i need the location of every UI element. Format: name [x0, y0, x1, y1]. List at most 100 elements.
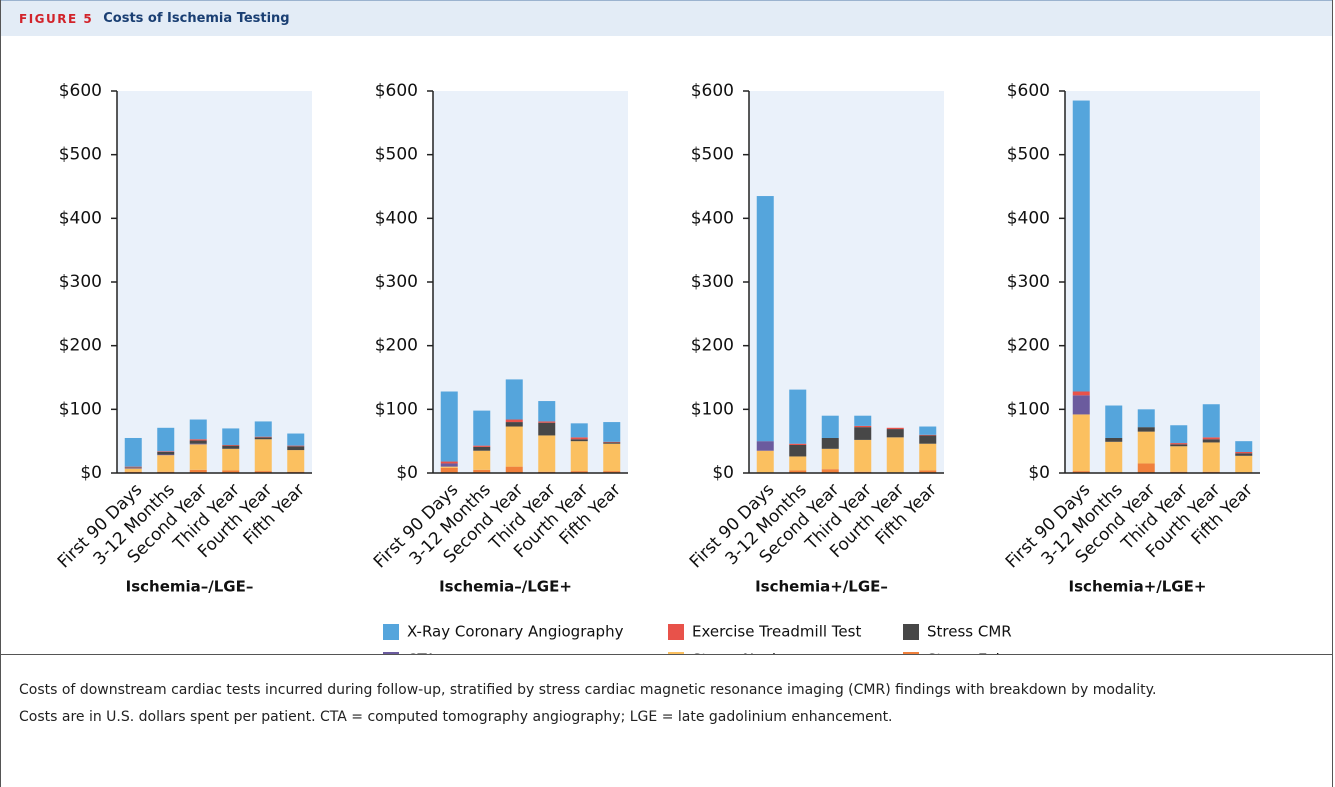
bar-segment	[756, 441, 774, 451]
x-axis-label: Ischemia+/LGE–	[755, 578, 888, 596]
bar-segment	[1202, 404, 1220, 438]
bar-segment	[222, 448, 240, 471]
bar-segment	[570, 439, 588, 442]
bar-segment	[124, 437, 142, 467]
bar-segment	[473, 445, 491, 447]
bar-segment	[854, 425, 872, 428]
bar-segment	[287, 446, 305, 451]
bar-segment	[1105, 441, 1123, 473]
series	[1072, 391, 1253, 454]
series	[1105, 427, 1253, 456]
legend-swatch	[668, 624, 684, 640]
series	[789, 425, 937, 445]
bar-segment	[473, 450, 491, 470]
bar-segment	[919, 470, 937, 473]
bar-segment	[157, 451, 175, 452]
bar-segment	[538, 422, 556, 436]
series	[124, 439, 305, 472]
legend-swatch	[903, 624, 919, 640]
series	[124, 437, 305, 468]
bar-segment	[886, 437, 904, 473]
series	[756, 196, 937, 444]
bar-segment	[821, 415, 839, 438]
legend-swatch	[903, 652, 919, 654]
y-tick-label: $100	[59, 399, 102, 419]
bar-segment	[189, 443, 207, 445]
y-tick-label: $200	[375, 336, 418, 356]
bar-segment	[1072, 100, 1090, 392]
bar-segment	[254, 439, 272, 472]
legend-swatch	[383, 624, 399, 640]
y-tick-label: $600	[59, 81, 102, 101]
bar-segment	[789, 444, 807, 457]
bar-segment	[440, 466, 458, 468]
bar-segment	[254, 437, 272, 440]
bar-segment	[222, 470, 240, 473]
y-tick-label: $600	[375, 81, 418, 101]
bar-segment	[821, 469, 839, 473]
bar-segment	[1235, 453, 1253, 456]
series	[440, 426, 621, 472]
bar-segment	[821, 448, 839, 470]
bar-segment	[440, 467, 458, 473]
series	[1072, 395, 1090, 415]
bar-segment	[1137, 409, 1155, 428]
bar-segment	[603, 471, 621, 473]
y-tick-label: $300	[1007, 272, 1050, 292]
bar-segment	[538, 401, 556, 422]
bar-segment	[603, 422, 621, 442]
y-tick-label: $300	[691, 272, 734, 292]
y-tick-label: $0	[80, 463, 102, 483]
y-tick-label: $0	[1028, 463, 1050, 483]
bar-segment	[1105, 405, 1123, 438]
bar-segment	[570, 437, 588, 440]
series	[124, 436, 305, 468]
y-tick-label: $600	[1007, 81, 1050, 101]
bar-segment	[189, 444, 207, 470]
bar-segment	[1072, 414, 1090, 472]
bar-segment	[854, 415, 872, 426]
series	[789, 427, 937, 457]
bar-segment	[440, 463, 458, 467]
y-tick-label: $0	[712, 463, 734, 483]
caption-line: Costs are in U.S. dollars spent per pati…	[19, 709, 893, 725]
plot-area	[117, 91, 312, 473]
bar-segment	[440, 391, 458, 462]
bar-segment	[570, 471, 588, 473]
series	[124, 419, 305, 467]
y-tick-label: $200	[691, 336, 734, 356]
bar-segment	[1137, 427, 1155, 432]
x-axis-label: Ischemia–/LGE+	[439, 578, 572, 596]
y-tick-label: $100	[691, 399, 734, 419]
bar-segment	[1235, 441, 1253, 452]
legend-label: Exercise Treadmill Test	[692, 623, 861, 641]
bar-segment	[473, 469, 491, 473]
bar-segment	[189, 439, 207, 441]
bar-segment	[189, 469, 207, 473]
series	[440, 379, 621, 462]
plot-area	[433, 91, 628, 473]
bar-segment	[1235, 451, 1253, 454]
bar-segment	[222, 444, 240, 446]
legend-swatch	[668, 652, 684, 654]
series	[1072, 414, 1253, 473]
bar-segment	[919, 435, 937, 444]
plot-area	[749, 91, 944, 473]
legend-label: Stress Echo	[927, 651, 1014, 655]
bar-segment	[886, 427, 904, 430]
bar-segment	[1170, 443, 1188, 445]
bar-segment	[222, 445, 240, 449]
bar-segment	[919, 426, 937, 435]
bar-segment	[570, 441, 588, 472]
bar-segment	[789, 470, 807, 473]
bar-segment	[254, 471, 272, 473]
y-tick-label: $400	[1007, 208, 1050, 228]
legend-swatch	[383, 652, 399, 654]
bar-segment	[603, 442, 621, 444]
figure-title: Costs of Ischemia Testing	[103, 11, 290, 26]
bar-segment	[789, 443, 807, 445]
